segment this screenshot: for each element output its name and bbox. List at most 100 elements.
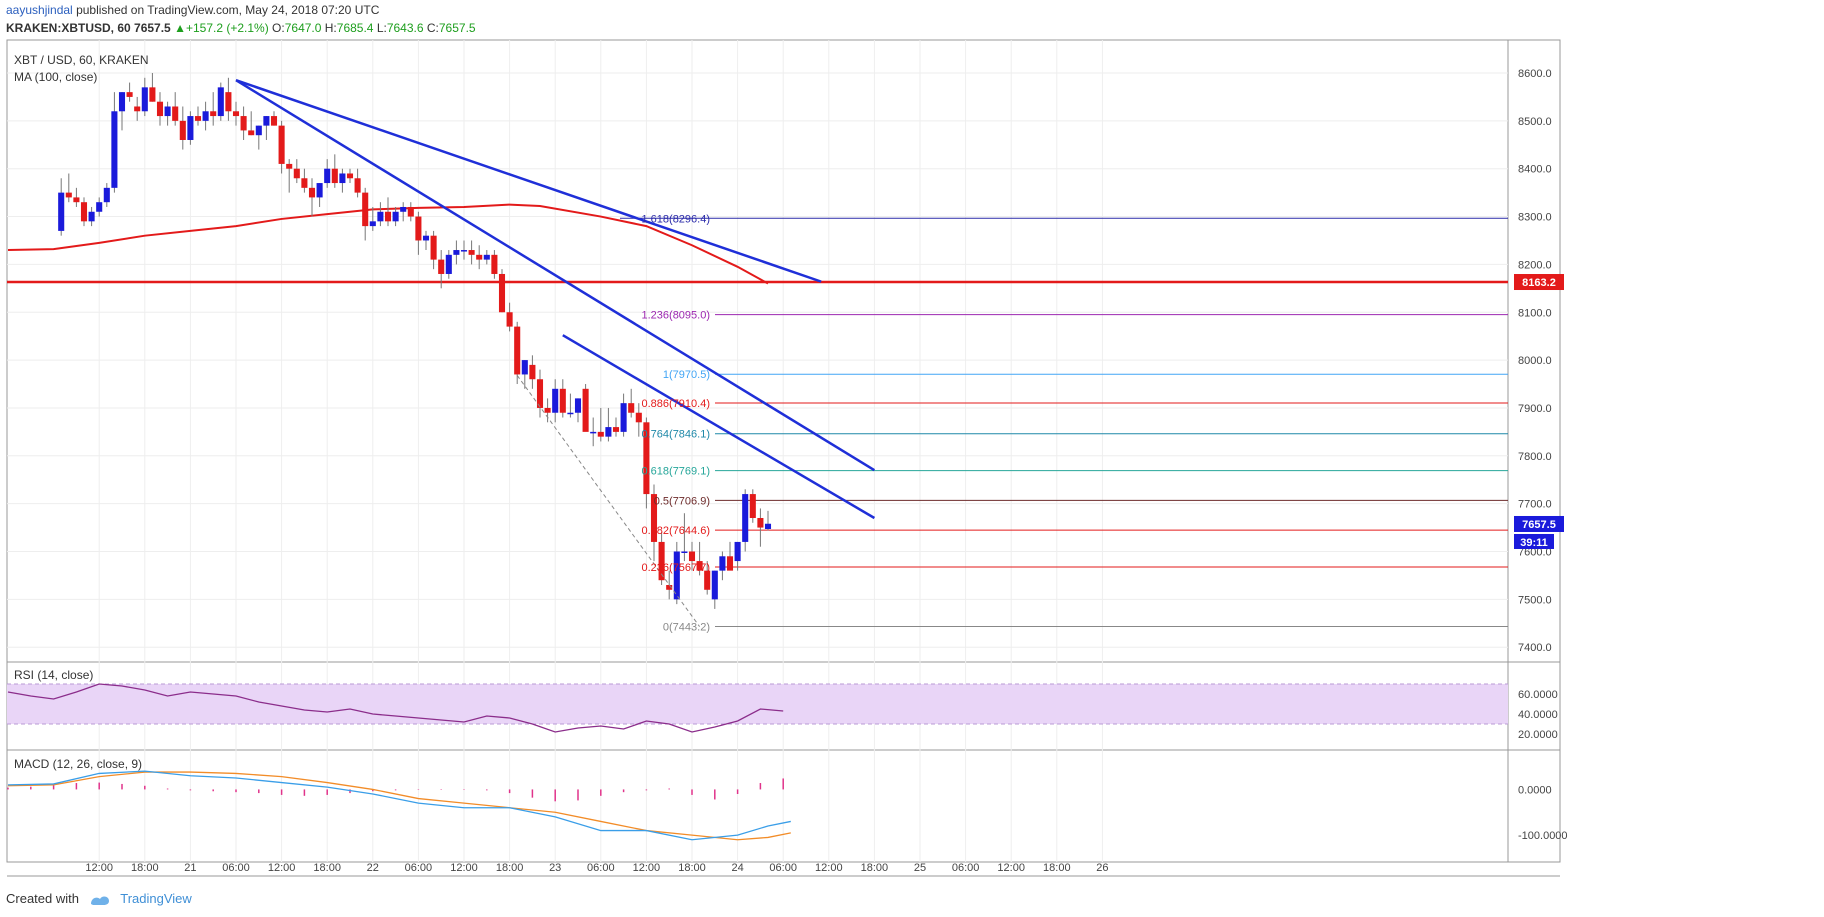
created-with-label: Created with — [6, 891, 79, 906]
last-price: 7657.5 — [134, 21, 171, 35]
publish-line: aayushjindal published on TradingView.co… — [6, 3, 379, 17]
time-tick-label: 18:00 — [131, 862, 159, 874]
candle-body — [392, 211, 399, 222]
low-value: 7643.6 — [386, 21, 424, 35]
candle-body — [476, 254, 483, 260]
candle-body — [118, 92, 126, 112]
time-tick-label: 25 — [914, 862, 926, 874]
candle-body — [362, 192, 369, 227]
price-tick-label: 7500.0 — [1518, 594, 1552, 606]
candle-body — [141, 87, 148, 112]
macd-label: MACD (12, 26, close, 9) — [14, 757, 142, 771]
price-tick-label: 8100.0 — [1518, 307, 1552, 319]
tradingview-link[interactable]: TradingView — [120, 891, 192, 906]
candle-body — [103, 187, 110, 203]
close-value: 7657.5 — [438, 21, 476, 35]
time-tick-label: 23 — [549, 862, 561, 874]
time-tick-label: 12:00 — [997, 862, 1025, 874]
candle-body — [164, 106, 171, 117]
time-tick-label: 12:00 — [85, 862, 113, 874]
price-badge — [1514, 274, 1564, 291]
candle-body — [529, 364, 536, 380]
fib-level-label: 0.382(7644.6) — [642, 525, 711, 537]
countdown-label: 39:11 — [1520, 537, 1548, 549]
candle-body — [628, 403, 635, 413]
candle-body — [88, 211, 95, 222]
macd-signal-line — [7, 771, 791, 841]
candle-body — [346, 173, 354, 179]
fib-anchor-dashed-line — [516, 375, 701, 627]
time-tick-label: 18:00 — [678, 862, 706, 874]
time-tick-label: 22 — [367, 862, 379, 874]
candle-body — [734, 541, 741, 562]
rsi-band — [7, 684, 1508, 724]
countdown-badge — [1514, 533, 1554, 549]
candle-body — [681, 551, 688, 553]
candle-body — [217, 87, 224, 117]
price-badge-label: 8163.2 — [1522, 277, 1556, 289]
candle-body — [559, 388, 566, 413]
candle-body — [666, 584, 673, 590]
candle-body — [369, 221, 376, 227]
candle-body — [248, 130, 255, 136]
up-arrow-icon: ▲ — [174, 21, 186, 35]
author-link[interactable]: aayushjindal — [6, 3, 73, 17]
macd-tick-label: 0.0000 — [1518, 784, 1552, 796]
price-tick-label: 8200.0 — [1518, 259, 1552, 271]
candle-body — [514, 326, 521, 375]
candle-body — [650, 494, 658, 542]
candle-body — [316, 183, 323, 198]
candle-body — [445, 254, 452, 274]
time-tick-label: 24 — [731, 862, 743, 874]
rsi-label: RSI (14, close) — [14, 668, 93, 682]
candle-body — [574, 398, 582, 413]
trendline — [235, 78, 822, 283]
candle-body — [483, 254, 490, 260]
price-tick-label: 8600.0 — [1518, 68, 1552, 80]
candle-body — [126, 92, 133, 97]
candle-body — [498, 273, 506, 313]
time-tick-label: 18:00 — [313, 862, 341, 874]
price-tick-label: 8400.0 — [1518, 164, 1552, 176]
candle-body — [704, 570, 711, 590]
candle-body — [111, 111, 118, 188]
symbol-label: KRAKEN:XBTUSD, 60 — [6, 21, 131, 35]
candle-body — [597, 431, 604, 437]
trendline — [562, 334, 876, 520]
candle-body — [210, 111, 217, 117]
candle-body — [605, 427, 612, 437]
candle-body — [339, 173, 346, 184]
candle-body — [742, 494, 749, 542]
candle-body — [749, 494, 756, 519]
candle-body — [506, 312, 513, 327]
rsi-tick-label: 20.0000 — [1518, 729, 1558, 741]
candle-body — [324, 168, 331, 184]
price-tick-label: 7900.0 — [1518, 403, 1552, 415]
candle-body — [422, 235, 430, 241]
candle-body — [658, 541, 665, 581]
candle-body — [149, 87, 156, 102]
candle-body — [407, 206, 414, 217]
price-tick-label: 8000.0 — [1518, 355, 1552, 367]
candle-body — [764, 523, 772, 530]
trendline — [235, 79, 876, 472]
candle-body — [430, 235, 437, 260]
candle-body — [567, 412, 574, 415]
time-tick-label: 21 — [184, 862, 196, 874]
panel-title: XBT / USD, 60, KRAKEN — [14, 53, 149, 67]
candle-body — [757, 518, 764, 528]
candle-body — [643, 422, 650, 495]
candle-body — [179, 120, 186, 140]
high-value: 7685.4 — [336, 21, 374, 35]
tradingview-logo-icon — [90, 896, 109, 905]
candle-body — [400, 206, 407, 212]
price-change: +157.2 (+2.1%) — [185, 21, 269, 35]
candle-body — [65, 192, 72, 198]
candle-body — [308, 187, 316, 198]
low-label: L: — [376, 21, 387, 35]
candle-body — [711, 570, 718, 600]
footer: Created with TradingView — [6, 891, 192, 907]
time-tick-label: 18:00 — [861, 862, 889, 874]
fib-level-label: 0.236(7567.7) — [642, 562, 711, 574]
